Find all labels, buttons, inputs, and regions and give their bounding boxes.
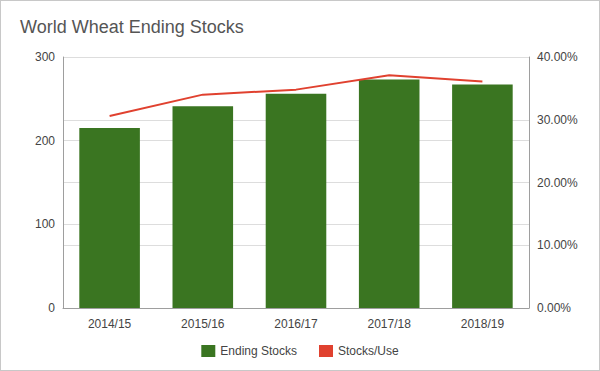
svg-text:2015/16: 2015/16	[181, 317, 225, 331]
svg-text:0.00%: 0.00%	[537, 301, 571, 315]
svg-text:Stocks/Use: Stocks/Use	[338, 344, 399, 358]
svg-text:20.00%: 20.00%	[537, 176, 578, 190]
svg-text:World Wheat Ending Stocks: World Wheat Ending Stocks	[20, 17, 244, 37]
svg-text:40.00%: 40.00%	[537, 50, 578, 64]
svg-text:100: 100	[35, 217, 55, 231]
svg-text:2014/15: 2014/15	[88, 317, 132, 331]
svg-text:2017/18: 2017/18	[368, 317, 412, 331]
svg-text:300: 300	[35, 50, 55, 64]
svg-text:200: 200	[35, 134, 55, 148]
svg-text:0: 0	[48, 301, 55, 315]
svg-text:30.00%: 30.00%	[537, 113, 578, 127]
svg-text:10.00%: 10.00%	[537, 238, 578, 252]
svg-text:Ending Stocks: Ending Stocks	[220, 344, 297, 358]
svg-text:2016/17: 2016/17	[274, 317, 318, 331]
svg-text:2018/19: 2018/19	[461, 317, 505, 331]
